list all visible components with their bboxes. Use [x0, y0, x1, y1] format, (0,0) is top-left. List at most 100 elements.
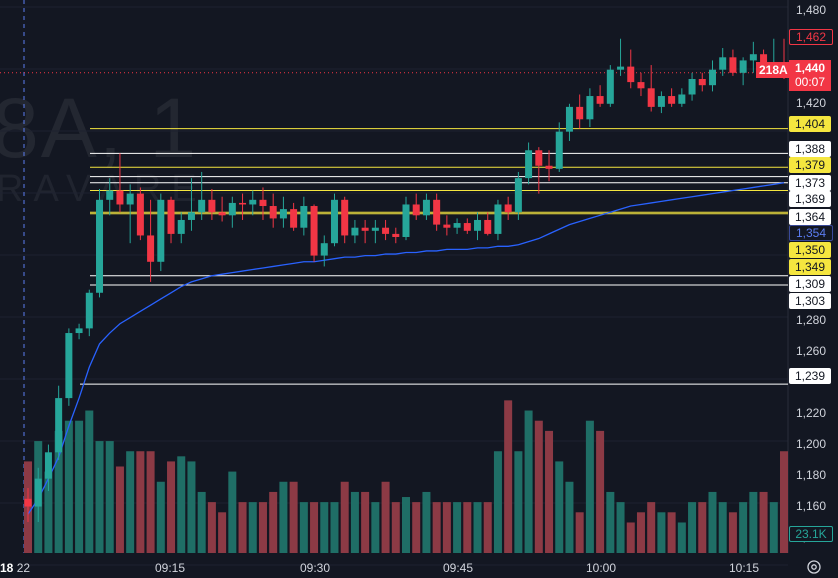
candle-body [96, 199, 104, 293]
volume-bar [340, 481, 349, 553]
candle-body [75, 328, 83, 334]
candle-body [126, 193, 134, 205]
volume-bar [483, 502, 492, 553]
volume-bar [136, 451, 145, 553]
volume-bar [248, 502, 257, 553]
candle-body [218, 212, 226, 216]
x-tick-label: 09:45 [443, 561, 474, 575]
price-level-tag: 1,404 [789, 116, 831, 132]
volume-bar [728, 512, 737, 553]
volume-bar [361, 491, 370, 553]
volume-bar [769, 502, 778, 553]
volume-bar [606, 491, 615, 553]
volume-tag: 23.1K [789, 526, 833, 542]
candle-body [749, 54, 757, 61]
candle-body [249, 199, 257, 205]
volume-bar [126, 451, 135, 553]
candle-body [504, 204, 512, 213]
candle-body [525, 150, 533, 179]
volume-bar [708, 491, 717, 553]
candle-body [371, 227, 379, 231]
volume-bar [228, 471, 237, 553]
volume-bar [187, 461, 196, 553]
watermark-symbol: 8A, 1 [0, 81, 199, 175]
volume-bar [207, 502, 216, 553]
price-level-tag: 1,309 [789, 276, 831, 292]
candle-body [300, 206, 308, 228]
volume-bar [575, 512, 584, 553]
price-level-tag: 1,349 [789, 259, 831, 275]
volume-bar [514, 451, 523, 553]
vwap-line [27, 182, 785, 515]
volume-bar [391, 502, 400, 553]
price-level-tag: 1,350 [789, 242, 831, 258]
volume-bar [698, 502, 707, 553]
volume-bar [647, 502, 656, 553]
volume-bar [545, 430, 554, 553]
volume-bar [636, 512, 645, 553]
y-tick-label: 1,280 [796, 312, 827, 327]
price-level-tag: 1,239 [789, 368, 831, 384]
candle-body [422, 199, 430, 216]
volume-bar [453, 502, 462, 553]
volume-bar [780, 451, 788, 553]
price-level-tag: 1,303 [789, 293, 831, 309]
current-price-tag: 1,440 00:07 [789, 60, 831, 91]
candle-body [279, 209, 287, 219]
candle-body [157, 199, 165, 262]
candle-body [341, 199, 349, 236]
volume-bar [95, 441, 104, 553]
candle-body [167, 199, 175, 234]
volume-bar [473, 502, 482, 553]
candle-body [555, 131, 563, 169]
x-tick-label: 09:15 [155, 561, 186, 575]
candle-body [535, 150, 543, 166]
candle-body [187, 212, 195, 220]
candle-body [678, 94, 686, 104]
candle-body [269, 206, 277, 219]
candle-body [657, 96, 665, 107]
candle-body [637, 82, 645, 89]
volume-bar [381, 481, 390, 553]
volume-bar [504, 400, 513, 553]
volume-bar [64, 420, 73, 553]
candle-body [708, 69, 716, 86]
volume-bar [156, 481, 165, 553]
candle-body [698, 79, 706, 86]
volume-bar [105, 441, 114, 553]
y-tick-label: 1,480 [796, 2, 827, 17]
volume-bar [289, 481, 298, 553]
volume-bar [667, 512, 676, 553]
candle-body [34, 478, 42, 507]
volume-bar [75, 420, 84, 553]
y-tick-label: 1,160 [796, 498, 827, 513]
candle-body [494, 204, 502, 234]
candle-body [351, 227, 359, 236]
volume-bar [177, 456, 186, 553]
candle-body [729, 57, 737, 73]
volume-bar [596, 430, 605, 553]
volume-bar [279, 481, 288, 553]
candle-body [586, 96, 594, 120]
candle-body [65, 333, 73, 399]
price-level-tag: 1,354 [789, 225, 833, 241]
settings-gear-icon[interactable] [806, 559, 822, 575]
volume-bar [238, 502, 247, 553]
symbol-tag: 218A [756, 62, 791, 78]
price-level-tag: 1,462 [789, 29, 833, 45]
y-tick-label: 1,180 [796, 467, 827, 482]
volume-bar [218, 512, 227, 553]
volume-bar [524, 410, 533, 553]
candle-body [443, 224, 451, 228]
volume-bar [534, 420, 543, 553]
price-level-tag: 1,388 [789, 141, 831, 157]
candle-body [310, 206, 318, 256]
candle-body [606, 69, 614, 104]
candle-body [647, 88, 655, 107]
y-tick-label: 1,220 [796, 405, 827, 420]
volume-bar [749, 491, 758, 553]
candle-body [177, 219, 185, 234]
candle-body [545, 165, 553, 169]
candle-body [688, 79, 696, 95]
